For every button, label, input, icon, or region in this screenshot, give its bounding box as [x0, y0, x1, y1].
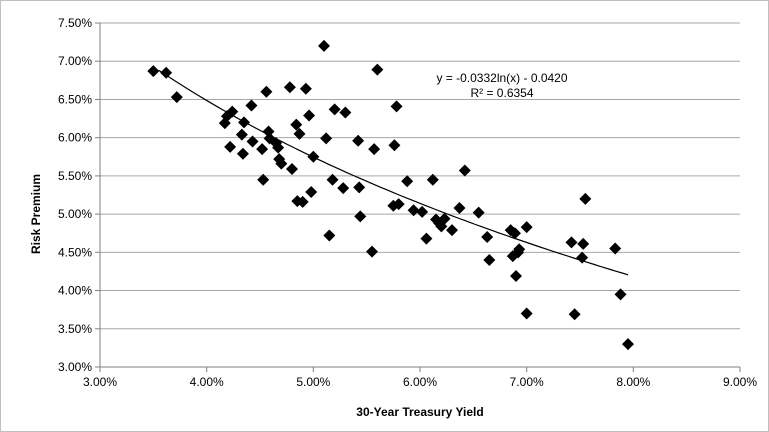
data-point [235, 128, 248, 141]
y-tick-label: 7.50% [58, 16, 92, 30]
data-point [236, 147, 249, 160]
data-point [160, 66, 173, 79]
data-point [256, 143, 269, 156]
y-axis-title: Risk Premium [29, 174, 43, 254]
x-tick-label: 5.00% [296, 375, 330, 389]
y-tick-label: 4.00% [58, 284, 92, 298]
x-tick-label: 9.00% [723, 375, 757, 389]
data-point [390, 100, 403, 113]
data-point [438, 212, 451, 225]
data-point [565, 236, 578, 249]
x-tick-label: 8.00% [616, 375, 650, 389]
data-point [147, 65, 160, 78]
data-point [392, 198, 405, 211]
data-point [299, 82, 312, 95]
data-point [224, 140, 237, 153]
data-point [245, 99, 258, 112]
gridlines [100, 22, 740, 330]
data-point [238, 116, 250, 129]
data-point [305, 185, 318, 198]
data-point [272, 141, 285, 154]
data-point [609, 242, 622, 255]
data-point [337, 182, 350, 195]
trendline-r-squared: R² = 0.6354 [470, 86, 533, 100]
data-point [257, 173, 270, 186]
data-point [520, 221, 533, 234]
data-point [354, 210, 367, 223]
x-tick-label: 4.00% [190, 375, 224, 389]
data-point [318, 39, 330, 52]
y-tick-label: 3.00% [58, 360, 92, 374]
y-tick-label: 3.50% [58, 322, 92, 336]
data-point [323, 229, 336, 242]
data-point [320, 132, 333, 145]
data-point [453, 201, 466, 214]
data-point [622, 338, 634, 351]
y-tick-label: 6.50% [58, 92, 92, 106]
data-point [366, 245, 378, 258]
data-point [388, 139, 401, 152]
data-point [510, 270, 522, 283]
y-tick-label: 5.00% [58, 207, 92, 221]
data-point [307, 150, 320, 163]
data-point [481, 231, 494, 244]
data-point [420, 232, 433, 245]
data-point [260, 85, 273, 98]
data-point [326, 173, 339, 186]
data-points [147, 39, 634, 351]
data-point [401, 175, 414, 188]
y-tick-label: 7.00% [58, 54, 92, 68]
data-point [458, 164, 471, 177]
y-tick-label: 4.50% [58, 245, 92, 259]
data-point [416, 205, 429, 218]
data-point [513, 243, 526, 256]
data-point [352, 134, 365, 147]
y-tick-label: 5.50% [58, 169, 92, 183]
trendline-equation: y = -0.0332ln(x) - 0.0420 [436, 71, 567, 85]
data-point [290, 118, 303, 131]
data-point [226, 105, 239, 118]
data-point [520, 307, 533, 320]
x-tick-label: 6.00% [403, 375, 437, 389]
data-point [296, 195, 309, 208]
data-point [170, 91, 183, 104]
data-point [508, 227, 521, 240]
data-point [371, 63, 384, 76]
data-point [353, 181, 366, 194]
data-point [483, 253, 496, 266]
data-point [293, 127, 306, 140]
data-point [576, 251, 589, 264]
data-point [283, 81, 296, 94]
data-point [446, 224, 458, 237]
x-tick-label: 7.00% [510, 375, 544, 389]
data-point [579, 192, 592, 205]
data-point [472, 206, 485, 219]
data-point [328, 103, 341, 116]
x-tick-label: 3.00% [83, 375, 117, 389]
trendline [158, 69, 629, 276]
trendline-group [158, 69, 629, 276]
data-point [577, 237, 590, 250]
data-point [568, 308, 581, 321]
y-tick-label: 6.00% [58, 131, 92, 145]
data-point [614, 288, 627, 301]
x-tick-labels: 3.00% 4.00% 5.00% 6.00% 7.00% 8.00% 9.00% [83, 375, 757, 389]
data-point [407, 204, 420, 217]
data-point [368, 143, 381, 156]
x-axis-title: 30-Year Treasury Yield [356, 405, 483, 419]
data-point [426, 173, 439, 186]
data-point [303, 109, 316, 122]
data-point [504, 224, 517, 237]
data-point [275, 157, 288, 170]
data-point [246, 135, 259, 148]
y-tick-labels: 3.00% 3.50% 4.00% 4.50% 5.00% 5.50% 6.00% 6.50%… [58, 16, 92, 374]
data-point [286, 163, 298, 176]
data-point [339, 106, 352, 119]
axes [95, 22, 741, 372]
